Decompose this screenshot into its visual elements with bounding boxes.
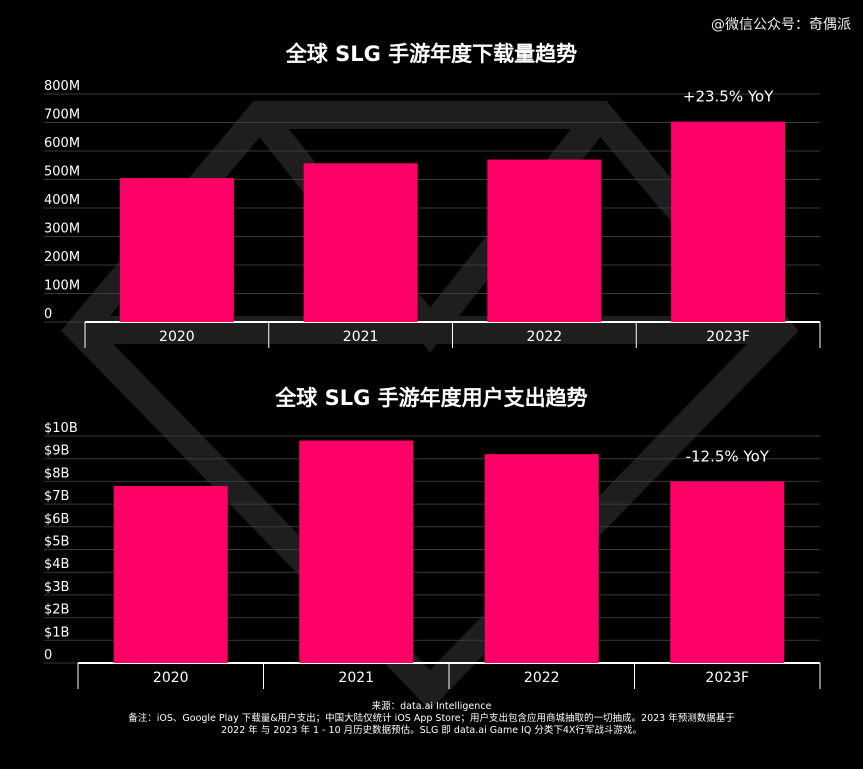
y-tick-label: $2B bbox=[44, 603, 69, 618]
y-tick-label: $4B bbox=[44, 557, 69, 572]
y-tick-label: $9B bbox=[44, 444, 69, 459]
spending-chart-title: 全球 SLG 手游年度用户支出趋势 bbox=[275, 386, 588, 410]
y-tick-label: 200M bbox=[44, 250, 80, 265]
y-tick-label: $1B bbox=[44, 625, 69, 640]
y-tick-label: 300M bbox=[44, 222, 80, 237]
bar-2023F bbox=[671, 121, 786, 323]
bar-2021 bbox=[303, 163, 418, 322]
y-tick-label: 100M bbox=[44, 279, 80, 294]
watermark-text: @微信公众号：奇偶派 bbox=[711, 17, 851, 33]
x-tick-label: 2021 bbox=[343, 329, 379, 345]
y-tick-label: $6B bbox=[44, 512, 69, 527]
y-tick-label: 800M bbox=[44, 79, 80, 94]
bar-2021 bbox=[299, 440, 414, 663]
y-tick-label: $10B bbox=[44, 421, 78, 436]
source-text: 来源：data.ai Intelligence bbox=[371, 701, 492, 712]
x-tick-label: 2023F bbox=[706, 329, 750, 345]
bar-2020 bbox=[113, 485, 228, 663]
bar-2022 bbox=[487, 159, 602, 322]
bar-2023F bbox=[670, 481, 785, 663]
y-tick-label: 600M bbox=[44, 136, 80, 151]
y-tick-label: $5B bbox=[44, 535, 69, 550]
x-tick-label: 2022 bbox=[527, 329, 563, 345]
downloads-chart-title: 全球 SLG 手游年度下载量趋势 bbox=[285, 42, 578, 66]
x-tick-label: 2022 bbox=[524, 670, 560, 686]
y-tick-label: 400M bbox=[44, 193, 80, 208]
note-line-2: 2022 年 与 2023 年 1 - 10 月历史数据预估。SLG 即 dat… bbox=[221, 725, 642, 736]
x-tick-label: 2020 bbox=[159, 329, 195, 345]
note-line-1: 备注：iOS、Google Play 下载量&用户支出；中国大陆仅统计 iOS … bbox=[128, 713, 735, 724]
y-tick-label: 0 bbox=[44, 648, 52, 663]
bar-2020 bbox=[119, 178, 234, 322]
yoy-annotation: -12.5% YoY bbox=[686, 447, 770, 465]
y-tick-label: 0 bbox=[44, 307, 52, 322]
x-tick-label: 2020 bbox=[153, 670, 189, 686]
yoy-annotation: +23.5% YoY bbox=[683, 88, 774, 106]
y-tick-label: 500M bbox=[44, 165, 80, 180]
y-tick-label: $7B bbox=[44, 489, 69, 504]
bar-2022 bbox=[484, 454, 599, 663]
y-tick-label: $8B bbox=[44, 466, 69, 481]
y-tick-label: $3B bbox=[44, 580, 69, 595]
y-tick-label: 700M bbox=[44, 108, 80, 123]
x-tick-label: 2021 bbox=[338, 670, 374, 686]
x-tick-label: 2023F bbox=[705, 670, 749, 686]
